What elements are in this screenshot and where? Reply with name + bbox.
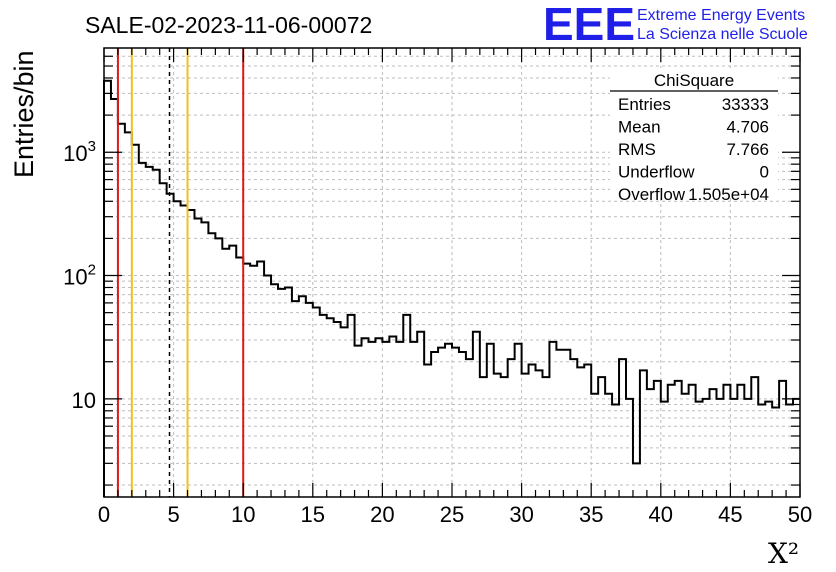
stats-value: 0	[760, 163, 769, 182]
stats-box: ChiSquare Entries 33333 Mean 4.706 RMS 7.766 U…	[610, 68, 778, 204]
y-axis-label: Entries/bin	[9, 50, 39, 178]
logo-line-1: Extreme Energy Events	[637, 7, 805, 24]
eee-logo: EEE Extreme Energy Events La Scienza nel…	[543, 0, 808, 50]
x-tick-label: 50	[788, 502, 812, 527]
x-tick-labels: 0 5 10 15 20 25 30 35 40 45 50	[98, 502, 812, 527]
cut-lines	[116, 48, 245, 497]
stats-value: 33333	[722, 95, 769, 114]
stats-label: Overflow	[618, 185, 686, 204]
x-tick-label: 0	[98, 502, 110, 527]
y-tick-label: 10	[72, 388, 96, 413]
grid-lines	[104, 48, 800, 497]
x-axis-label: X²	[768, 537, 799, 570]
chart-title: SALE-02-2023-11-06-00072	[85, 12, 372, 38]
logo-mark: EEE	[543, 0, 635, 50]
x-tick-label: 25	[440, 502, 464, 527]
y-tick-label: 103	[63, 138, 96, 166]
stats-title: ChiSquare	[654, 71, 734, 90]
stats-value: 1.505e+04	[688, 185, 769, 204]
stats-label: RMS	[618, 140, 656, 159]
stats-box-bg	[610, 68, 778, 198]
logo-line-2: La Scienza nelle Scuole	[637, 26, 808, 43]
y-tick-labels: 103 102 10	[63, 138, 96, 413]
x-tick-label: 10	[231, 502, 255, 527]
y-tick-label: 102	[63, 262, 96, 290]
x-tick-label: 40	[649, 502, 673, 527]
stats-value: 7.766	[726, 140, 769, 159]
stats-value: 4.706	[726, 118, 769, 137]
x-tick-label: 20	[370, 502, 394, 527]
x-tick-label: 15	[301, 502, 325, 527]
histogram	[103, 79, 800, 497]
stats-rows: Entries 33333 Mean 4.706 RMS 7.766 Underflow 0 O…	[618, 95, 769, 204]
stats-label: Entries	[618, 95, 671, 114]
x-tick-label: 45	[718, 502, 742, 527]
histogram-outline	[103, 79, 800, 497]
axes	[103, 47, 801, 498]
x-tick-label: 5	[167, 502, 179, 527]
stats-label: Underflow	[618, 163, 695, 182]
x-tick-label: 35	[579, 502, 603, 527]
stats-label: Mean	[618, 118, 661, 137]
x-tick-label: 30	[509, 502, 533, 527]
